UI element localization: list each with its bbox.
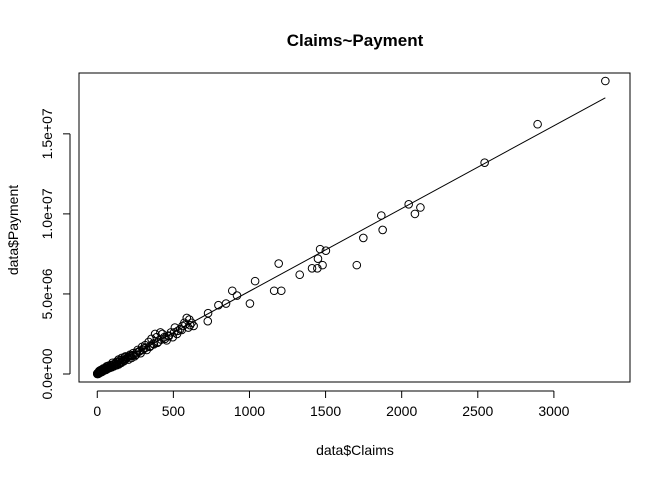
chart-title: Claims~Payment: [287, 31, 424, 50]
data-point: [117, 357, 126, 367]
data-point: [141, 343, 151, 352]
data-point: [276, 286, 286, 296]
data-point: [378, 225, 387, 235]
x-axis: 0 500 1000 1500 2000 2500 3000: [93, 390, 570, 419]
data-point: [169, 328, 179, 337]
plot-frame: [78, 72, 631, 383]
x-tick-label: 2000: [386, 403, 417, 419]
x-tick-label: 0: [93, 403, 101, 419]
data-point: [410, 209, 420, 219]
x-axis-label: data$Claims: [316, 442, 394, 458]
y-tick-label: 0.0e+00: [39, 348, 55, 399]
x-tick-label: 1500: [310, 403, 341, 419]
data-point: [156, 335, 166, 344]
data-point: [313, 264, 322, 273]
y-tick-label: 1.5e+07: [39, 108, 55, 159]
data-point: [307, 264, 317, 273]
data-point: [601, 76, 610, 86]
data-point: [269, 286, 279, 296]
data-point: [153, 337, 163, 347]
data-point: [480, 158, 489, 167]
y-tick-label: 1.0e+07: [39, 188, 55, 239]
data-point: [138, 345, 148, 355]
data-point: [129, 350, 139, 360]
data-point: [127, 351, 137, 360]
data-point: [533, 119, 542, 129]
data-point: [250, 276, 260, 286]
data-point: [245, 299, 255, 308]
data-point: [227, 286, 237, 296]
data-point: [321, 246, 331, 256]
data-point: [173, 326, 183, 336]
x-tick-label: 1000: [234, 403, 265, 419]
data-point: [404, 199, 413, 209]
data-point: [214, 300, 223, 310]
data-point: [295, 270, 305, 280]
y-tick-label: 5.0e+06: [39, 268, 55, 319]
x-tick-label: 3000: [538, 403, 569, 419]
data-point: [182, 313, 192, 323]
fit-line: [97, 97, 606, 375]
data-point: [274, 259, 283, 268]
x-tick-label: 500: [162, 403, 186, 419]
data-point: [203, 308, 213, 318]
data-points: [92, 76, 610, 379]
data-point: [108, 358, 117, 368]
x-tick-label: 2500: [462, 403, 493, 419]
fit-line-group: [97, 97, 606, 375]
data-point: [203, 316, 213, 326]
data-point: [352, 260, 362, 270]
y-axis-label: data$Payment: [5, 185, 21, 275]
y-axis: 0.0e+00 5.0e+06 1.0e+07 1.5e+07: [39, 108, 71, 399]
data-point: [313, 254, 323, 264]
data-point: [416, 203, 425, 212]
data-point: [359, 233, 368, 243]
